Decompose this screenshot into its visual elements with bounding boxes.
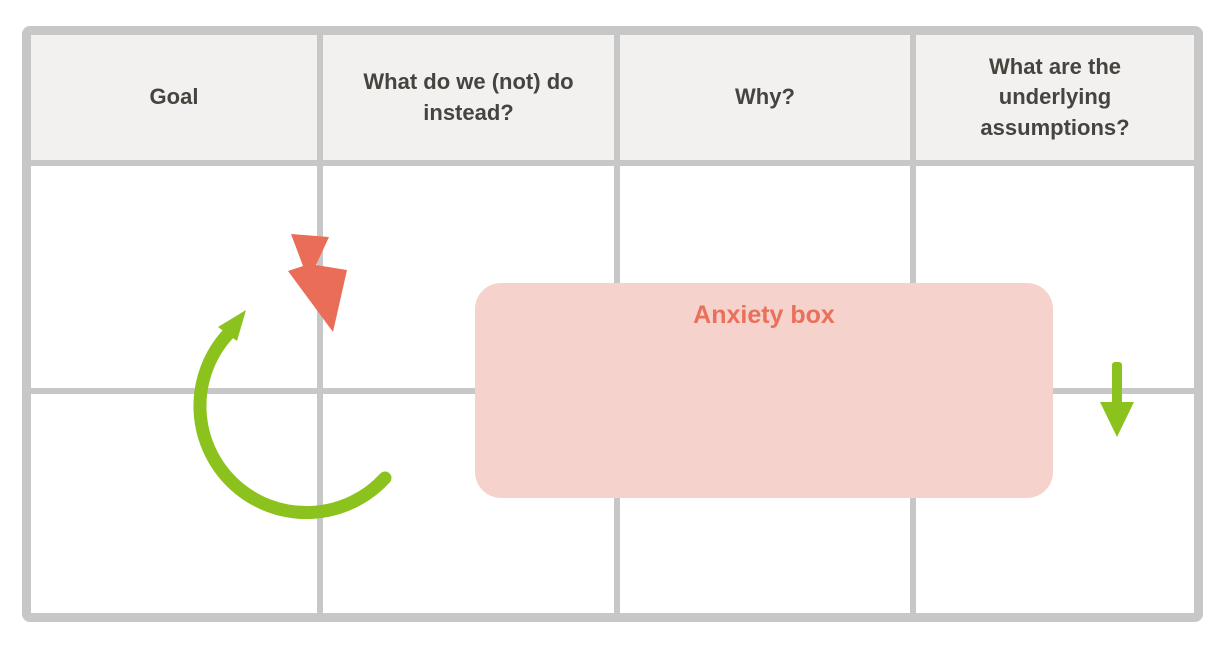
anxiety-box: Anxiety box (475, 283, 1053, 498)
anxiety-box-title: Anxiety box (693, 301, 835, 329)
header-cell-assumptions: What are the underlying assumptions? (916, 35, 1194, 160)
table-cell-r1c1 (31, 166, 317, 388)
header-cell-why: Why? (620, 35, 910, 160)
table-cell-r2c1 (31, 394, 317, 613)
header-cell-instead: What do we (not) do instead? (323, 35, 614, 160)
header-cell-goal: Goal (31, 35, 317, 160)
worksheet-table: Goal What do we (not) do instead? Why? W… (22, 26, 1203, 622)
